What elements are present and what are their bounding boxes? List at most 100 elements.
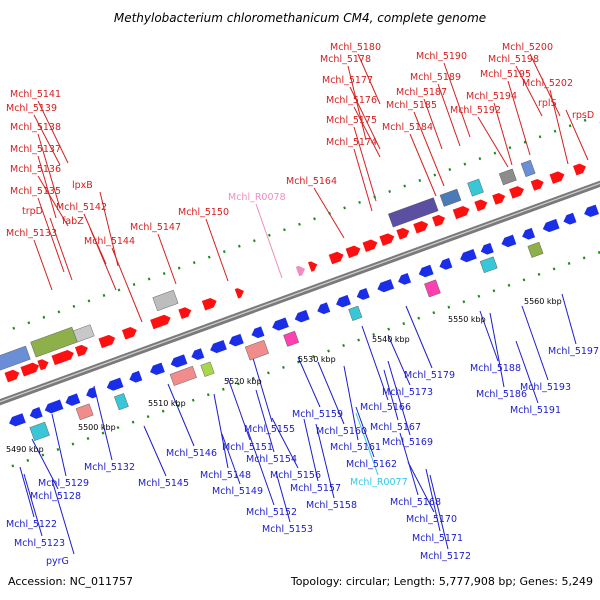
reverse-label-leader xyxy=(167,383,195,447)
forward-label-leader xyxy=(37,133,61,209)
reverse-gene-label: Mchl_5154 xyxy=(246,454,297,465)
forward-track-boundary xyxy=(433,173,437,177)
forward-label-leader xyxy=(423,98,443,150)
reverse-gene-arrow-13 xyxy=(251,326,265,339)
forward-label-leader xyxy=(89,227,117,291)
reverse-gene-label: Mchl_5173 xyxy=(382,387,433,398)
forward-label-leader xyxy=(347,65,367,141)
forward-gene-label: lpxB xyxy=(72,180,93,191)
reverse-label-leader xyxy=(429,474,449,550)
forward-track-boundary xyxy=(117,288,121,292)
reverse-gene-arrow-23 xyxy=(460,249,477,263)
reverse-label-leader xyxy=(315,423,335,499)
forward-gene-label: Mchl_5180 xyxy=(330,42,381,53)
reverse-track-boundary xyxy=(191,398,195,402)
reverse-gene-label: Mchl_5160 xyxy=(316,426,367,437)
reverse-gene-arrow-19 xyxy=(377,279,395,293)
reverse-track-boundary xyxy=(447,305,451,309)
forward-gene-label: Mchl_5198 xyxy=(488,54,539,65)
forward-label-leader xyxy=(507,80,531,156)
reverse-track-boundary xyxy=(146,415,150,419)
reverse-gene-label: Mchl_5152 xyxy=(246,507,297,518)
reverse-gene-arrow-1 xyxy=(9,413,26,427)
forward-gene-label: Mchl_5176 xyxy=(326,95,377,106)
gene-tracks xyxy=(0,118,600,468)
reverse-gene-label: Mchl_5122 xyxy=(6,519,57,530)
reverse-gene-label: Mchl_5193 xyxy=(520,382,571,393)
reverse-label-leader xyxy=(521,305,549,381)
forward-label-leader xyxy=(33,114,61,166)
reverse-label-leader xyxy=(479,310,499,362)
reverse-gene-label: Mchl_5166 xyxy=(360,402,411,413)
forward-label-leader xyxy=(255,203,283,279)
reverse-label-leader xyxy=(343,365,359,441)
reverse-label-leader xyxy=(247,430,275,506)
forward-label-leader xyxy=(477,116,509,168)
reverse-track-boundary xyxy=(312,354,315,358)
reverse-track-boundary xyxy=(221,387,225,391)
reverse-label-leader xyxy=(19,466,35,518)
reverse-gene-arrow-5 xyxy=(86,387,98,399)
forward-gene-label: Mchl_5135 xyxy=(10,186,61,197)
forward-gene-arrow-9 xyxy=(178,307,192,320)
reverse-gene-block-2 xyxy=(75,403,94,421)
reverse-gene-arrow-18 xyxy=(356,288,370,300)
reverse-gene-arrow-29 xyxy=(584,204,600,218)
reverse-gene-label: Mchl_5132 xyxy=(84,462,135,473)
reverse-track-boundary xyxy=(56,447,60,451)
genome-band xyxy=(0,118,600,468)
reverse-track-boundary xyxy=(252,376,255,380)
reverse-gene-arrow-24 xyxy=(480,242,494,255)
reverse-gene-label: Mchl_5172 xyxy=(420,551,471,562)
forward-gene-label: Mchl_5175 xyxy=(326,115,377,126)
reverse-label-leader xyxy=(561,293,577,345)
forward-gene-arrow-22 xyxy=(474,199,488,212)
forward-track-boundary xyxy=(207,255,211,259)
reverse-track-boundary xyxy=(297,360,300,364)
forward-gene-label: Mchl_5147 xyxy=(130,222,181,233)
reverse-track-boundary xyxy=(71,442,75,446)
forward-track-boundary xyxy=(12,326,16,330)
forward-gene-arrow-24 xyxy=(509,186,524,199)
forward-gene-arrow-19 xyxy=(413,221,429,234)
reverse-gene-arrow-10 xyxy=(191,348,205,361)
reverse-gene-block-5 xyxy=(200,361,215,377)
backbone-highlight xyxy=(0,175,600,410)
ruler-label-1: 5490 kbp xyxy=(6,445,44,454)
reverse-label-leader xyxy=(387,334,411,386)
reverse-gene-label: Mchl_5167 xyxy=(370,422,421,433)
forward-gene-arrow-21 xyxy=(452,205,470,220)
forward-gene-label: Mchl_5164 xyxy=(286,176,337,187)
ruler-label-2: 5500 kbp xyxy=(78,423,116,432)
forward-track-boundary xyxy=(508,146,512,150)
reverse-gene-label: Mchl_5188 xyxy=(470,363,521,374)
forward-gene-arrow-18 xyxy=(396,227,410,240)
reverse-gene-arrow-12 xyxy=(228,333,244,347)
forward-gene-label: Mchl_5200 xyxy=(502,42,553,53)
accession-text: Accession: NC_011757 xyxy=(8,575,133,588)
reverse-gene-arrow-8 xyxy=(149,362,165,376)
reverse-track-boundary xyxy=(432,311,436,315)
forward-gene-label: Mchl_5195 xyxy=(480,69,531,80)
forward-track-boundary xyxy=(448,168,452,172)
ruler-label-5: 5530 kbp xyxy=(298,355,336,364)
reverse-gene-label: Mchl_5170 xyxy=(406,514,457,525)
reverse-gene-block-8 xyxy=(348,305,363,321)
forward-gene-label: rpsD xyxy=(572,110,594,121)
reverse-track-boundary xyxy=(131,420,135,424)
reverse-gene-label: Mchl_R0077 xyxy=(350,477,408,488)
forward-gene-block-6 xyxy=(439,188,462,207)
forward-gene-label: Mchl_5136 xyxy=(10,164,61,175)
forward-label-leader xyxy=(357,53,381,105)
forward-gene-label: trpD xyxy=(22,206,43,217)
forward-track-boundary xyxy=(268,233,271,237)
forward-gene-arrow-10 xyxy=(201,297,217,311)
reverse-gene-block-9 xyxy=(424,279,441,298)
forward-gene-arrow-7 xyxy=(121,327,137,340)
forward-track-boundary xyxy=(343,206,346,210)
forward-gene-block-4 xyxy=(152,289,179,312)
forward-gene-arrow-5 xyxy=(74,344,88,357)
reverse-label-leader xyxy=(425,468,441,532)
forward-gene-label: fabZ xyxy=(62,216,84,227)
forward-track-boundary xyxy=(147,277,151,281)
